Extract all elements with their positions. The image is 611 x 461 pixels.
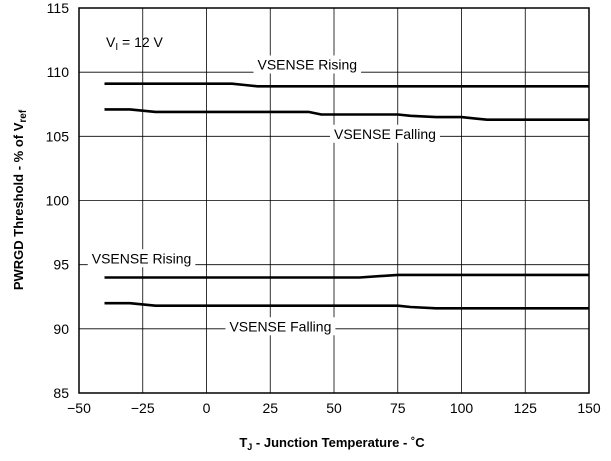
series-line	[104, 301, 589, 310]
x-tick-label: 125	[514, 400, 538, 416]
y-tick-label: 90	[53, 321, 69, 337]
x-tick-label: 0	[203, 400, 211, 416]
series-line	[104, 273, 589, 279]
series-annotation-label: VSENSE Rising	[258, 56, 358, 72]
series-annotation: VSENSE Rising	[253, 55, 362, 74]
y-axis-title-main: PWRGD Threshold - % of V	[11, 122, 26, 290]
plot-frame	[78, 7, 590, 394]
x-axis-title-main: T	[239, 435, 247, 450]
y-tick-label: 110	[47, 64, 70, 80]
x-tick-labels: −50 −25 0 25 50 75 100 125 150	[67, 400, 601, 416]
condition-sub: I	[115, 42, 118, 53]
y-tick-label: 85	[53, 385, 69, 401]
series-annotation: VSENSE Rising	[87, 249, 196, 268]
series-annotation-label: VSENSE Falling	[334, 126, 436, 142]
x-axis-title-sub: J	[247, 442, 252, 452]
y-axis-title: PWRGD Threshold - % of Vref	[11, 109, 29, 290]
x-tick-label: −50	[67, 400, 91, 416]
x-tick-label: 25	[262, 400, 278, 416]
series-annotation: VSENSE Falling	[225, 317, 336, 336]
series-annotation-background	[253, 55, 362, 74]
x-tick-label: 100	[450, 400, 474, 416]
series-lines	[104, 82, 589, 310]
condition-label: VI = 12 V	[106, 34, 164, 53]
series-annotation-background	[225, 317, 336, 336]
y-tick-label: 115	[47, 0, 70, 16]
series-annotation: VSENSE Falling	[330, 124, 440, 143]
x-tick-label: 50	[326, 400, 342, 416]
series-annotation-background	[87, 249, 196, 268]
x-axis-title: TJ - Junction Temperature - ˚C	[239, 435, 425, 452]
x-tick-label: −25	[131, 400, 155, 416]
y-axis-title-sub: ref	[18, 109, 29, 122]
x-tick-label: 75	[390, 400, 406, 416]
series-annotation-label: VSENSE Falling	[229, 318, 331, 334]
y-tick-label: 100	[46, 193, 70, 209]
series-annotations: VSENSE Rising VSENSE Falling VSENSE Rising…	[87, 55, 440, 336]
y-tick-labels: 85 90 95 100 105 110 115	[46, 0, 70, 401]
series-line	[104, 82, 589, 88]
series-line	[104, 108, 589, 121]
y-tick-label: 105	[46, 128, 70, 144]
condition-rest: = 12 V	[118, 34, 163, 50]
series-annotation-label: VSENSE Rising	[92, 250, 192, 266]
x-axis-title-rest: - Junction Temperature - ˚C	[252, 435, 425, 450]
x-tick-label: 150	[577, 400, 601, 416]
y-tick-label: 95	[53, 257, 69, 273]
condition-main: V	[106, 34, 116, 50]
series-annotation-background	[330, 124, 440, 143]
